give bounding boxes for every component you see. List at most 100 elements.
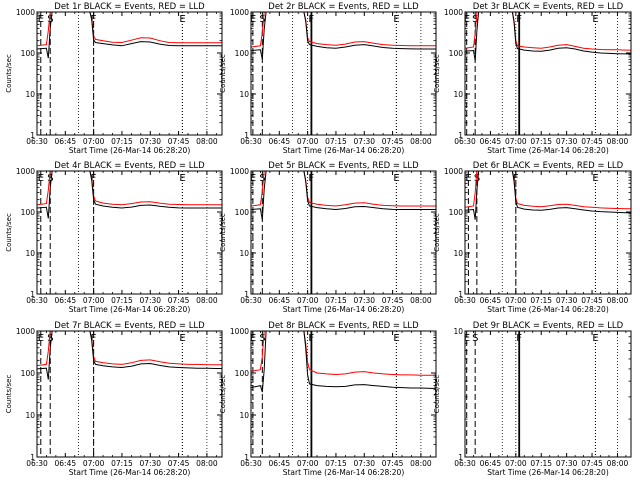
x-tick-label: 07:15 [111,137,133,146]
series-line-red [465,12,631,51]
marker-label: E [179,333,185,344]
x-tick-label: 08:00 [410,459,432,468]
x-tick-label: 06:45 [269,137,291,146]
y-tick-label: 1 [244,290,249,299]
x-tick-label: 07:15 [325,296,347,305]
series-line-black [37,331,222,380]
series-line-red [251,12,436,48]
x-tick-label: 06:45 [480,459,502,468]
panel-title: Det 1r BLACK = Events, RED = LLD [54,2,205,12]
y-tick-label: 100 [235,208,250,217]
y-tick-label: 1 [244,131,249,140]
x-tick-label: 07:15 [111,459,133,468]
x-tick-label: 07:30 [353,296,375,305]
y-axis-label: Counts/sec [219,213,227,252]
x-tick-label: 07:45 [168,296,190,305]
y-tick-label: 10 [25,411,35,420]
x-tick-label: 08:00 [410,296,432,305]
x-tick-label: 07:45 [581,459,603,468]
marker-label: F [308,333,314,344]
y-axis-label: Counts/sec [5,213,13,252]
x-tick-label: 06:45 [55,137,77,146]
y-tick-label: 1 [458,290,463,299]
series-line-red [37,171,222,206]
marker-label: F [513,173,519,184]
marker-label: E [38,333,44,344]
x-tick-label: 07:30 [556,296,578,305]
axes-frame [464,11,632,136]
panel-title: Det 7r BLACK = Events, RED = LLD [54,321,205,331]
x-tick-label: 07:45 [581,296,603,305]
y-axis-label: Counts/sec [433,213,441,252]
y-tick-label: 100 [449,208,464,217]
x-tick-label: 07:00 [297,459,319,468]
x-tick-label: 08:00 [607,137,629,146]
y-tick-label: 1000 [444,167,463,176]
marker-label: F [308,14,314,25]
series-line-black [465,12,631,61]
series-line-red [37,12,222,47]
marker-label: S [47,333,53,344]
series-line-black [251,12,436,60]
marker-label: E [393,173,399,184]
x-tick-label: 06:45 [269,296,291,305]
x-tick-label: 07:30 [556,459,578,468]
marker-label: S [259,333,265,344]
y-axis-label: Counts/sec [433,54,441,93]
x-tick-label: 06:45 [480,137,502,146]
y-tick-label: 1 [458,131,463,140]
axes-frame [250,11,437,136]
y-tick-label: 1000 [444,8,463,17]
series-line-red [465,171,631,210]
x-tick-label: 07:45 [382,459,404,468]
panel-title: Det 3r BLACK = Events, RED = LLD [473,2,624,12]
marker-label: E [250,173,256,184]
marker-label: S [47,173,53,184]
y-tick-label: 10 [239,249,249,258]
marker-label: F [516,14,522,25]
x-tick-label: 07:30 [556,137,578,146]
x-tick-label: 07:15 [111,296,133,305]
y-tick-label: 1 [458,453,463,462]
x-tick-label: 07:00 [505,137,527,146]
x-tick-label: 06:30 [454,137,476,146]
x-tick-label: 07:45 [581,137,603,146]
marker-label: F [91,173,97,184]
panel-title: Det 8r BLACK = Events, RED = LLD [268,321,419,331]
x-tick-label: 07:00 [297,137,319,146]
axes-frame [250,330,437,458]
marker-label: E [393,14,399,25]
x-tick-label: 07:30 [139,137,161,146]
marker-label: S [474,173,480,184]
x-tick-label: 06:30 [240,296,262,305]
y-tick-label: 1000 [16,327,35,336]
marker-label: E [464,333,470,344]
y-axis-label: Counts/sec [219,54,227,93]
x-tick-label: 07:00 [297,296,319,305]
marker-label: F [516,333,522,344]
marker-label: S [472,333,478,344]
y-tick-label: 10 [25,249,35,258]
y-tick-label: 10 [453,90,463,99]
x-axis-label: Start Time (26-Mar-14 06:28:20) [69,146,191,155]
x-tick-label: 07:15 [325,137,347,146]
marker-label: E [38,173,44,184]
marker-label: E [464,14,470,25]
x-axis-label: Start Time (26-Mar-14 06:28:20) [283,468,405,477]
marker-label: E [592,173,598,184]
y-tick-label: 1000 [230,167,249,176]
panel-title: Det 5r BLACK = Events, RED = LLD [268,161,419,171]
marker-label: F [91,14,97,25]
marker-label: E [592,333,598,344]
x-tick-label: 06:30 [240,137,262,146]
marker-label: F [308,173,314,184]
